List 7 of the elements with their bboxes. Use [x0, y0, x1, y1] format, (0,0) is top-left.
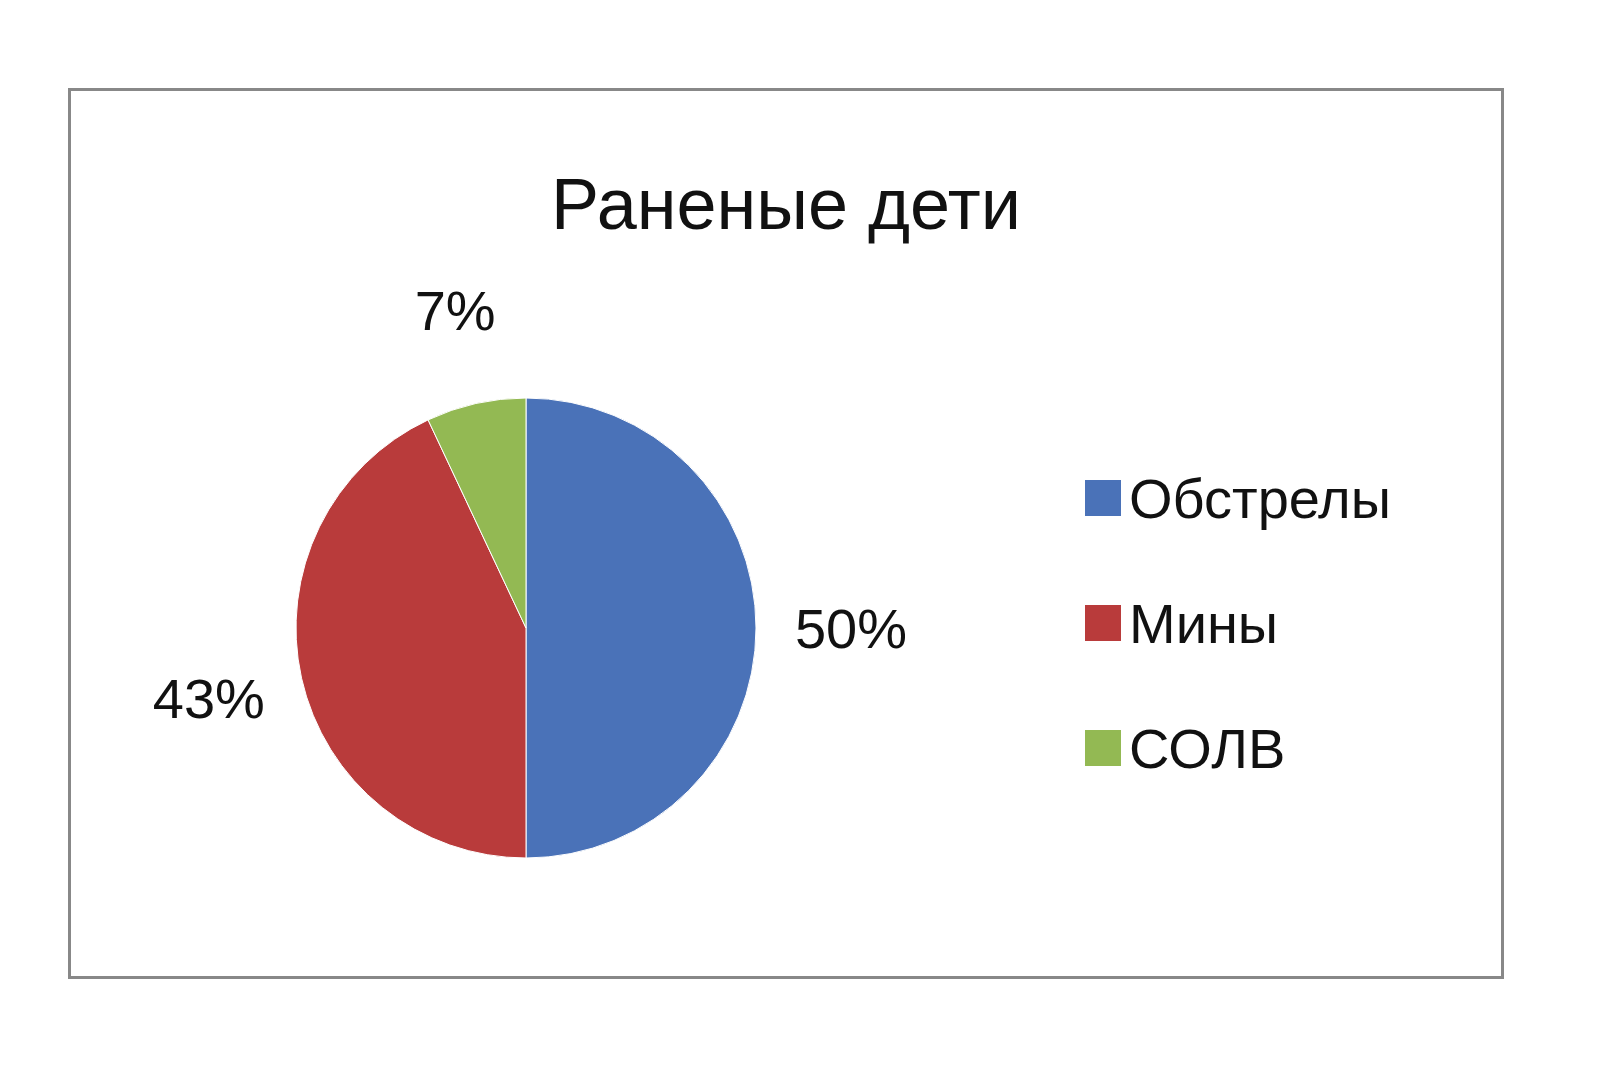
- data-label: 43%: [152, 667, 265, 731]
- legend-label: СОЛВ: [1128, 715, 1286, 781]
- legend-label: Мины: [1128, 590, 1279, 656]
- legend-label: Обстрелы: [1128, 465, 1391, 531]
- data-label: 50%: [794, 596, 908, 660]
- data-label: 7%: [414, 279, 496, 343]
- chart-title: Раненые дети: [550, 163, 1022, 246]
